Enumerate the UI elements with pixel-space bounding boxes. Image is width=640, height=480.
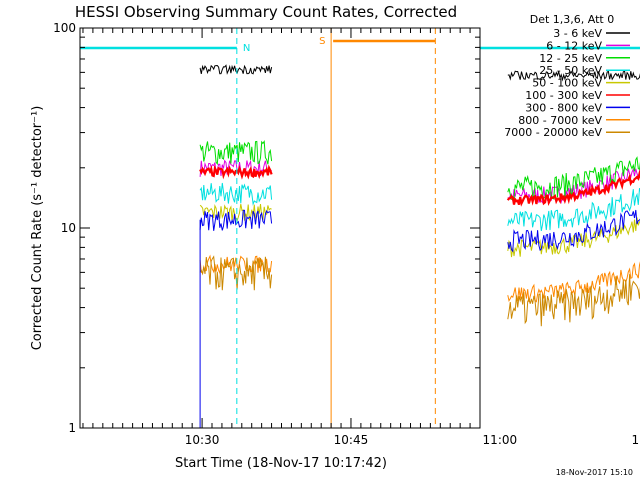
series-25-50-kev-segment-1 — [199, 182, 273, 206]
legend-entry-label: 100 - 300 keV — [525, 89, 602, 102]
series-3-6-kev-segment-2 — [507, 70, 640, 82]
series-12-25-kev — [199, 140, 640, 201]
data-layer — [199, 64, 640, 428]
y-tick-label: 100 — [53, 21, 76, 35]
legend-entry-label: 25 - 50 keV — [539, 64, 602, 77]
series-6-12-kev — [199, 159, 640, 205]
series-6-12-kev-segment-2 — [507, 164, 640, 205]
y-tick-label: 10 — [61, 221, 76, 235]
series-100-300-kev-segment-2 — [506, 169, 640, 207]
series-800-7000-kev-segment-2 — [507, 261, 640, 303]
legend-entry-label: 800 - 7000 keV — [518, 114, 602, 127]
x-axis-label: Start Time (18-Nov-17 10:17:42) — [175, 456, 387, 471]
legend-entry-label: 300 - 800 keV — [525, 101, 602, 114]
x-tick-label: 11:15 — [631, 433, 640, 447]
legend-entry-label: 12 - 25 keV — [539, 52, 602, 65]
series-300-800-kev — [199, 209, 640, 253]
series-100-300-kev — [199, 164, 640, 207]
chart-title: HESSI Observing Summary Count Rates, Cor… — [75, 3, 457, 21]
series-50-100-kev-segment-1 — [199, 203, 272, 223]
series-300-800-kev-segment-1 — [199, 209, 273, 231]
series-12-25-kev-segment-2 — [507, 156, 640, 201]
legend-header: Det 1,3,6, Att 0 — [530, 13, 614, 26]
night-flag-label: N — [243, 43, 250, 54]
legend-entry-label: 7000 - 20000 keV — [504, 126, 602, 139]
series-25-50-kev-segment-2 — [507, 187, 640, 231]
y-tick-label: 1 — [68, 421, 76, 435]
series-300-800-kev-segment-2 — [507, 209, 640, 253]
series-7000-20000-kev-segment-2 — [507, 274, 640, 327]
series-7000-20000-kev — [199, 255, 640, 327]
legend-entry-label: 50 - 100 keV — [532, 77, 602, 90]
series-3-6-kev-segment-1 — [199, 64, 273, 75]
series-7000-20000-kev-segment-1 — [199, 255, 273, 291]
series-12-25-kev-segment-1 — [199, 140, 273, 166]
legend-entry-label: 3 - 6 keV — [553, 27, 602, 40]
series-3-6-kev — [199, 64, 640, 82]
x-tick-label: 10:45 — [334, 433, 369, 447]
flag-layer: NS — [80, 28, 640, 428]
series-25-50-kev — [199, 182, 640, 231]
x-tick-label: 10:30 — [185, 433, 220, 447]
plot-frame — [79, 27, 481, 429]
series-100-300-kev-segment-1 — [199, 164, 273, 180]
series-50-100-kev — [199, 203, 640, 258]
series-50-100-kev-segment-2 — [507, 217, 640, 258]
x-tick-label: 11:00 — [483, 433, 518, 447]
saa-flag-label: S — [319, 36, 325, 47]
series-6-12-kev-segment-1 — [199, 159, 272, 177]
y-axis-label: Corrected Count Rate (s⁻¹ detector⁻¹) — [30, 106, 45, 351]
generation-timestamp: 18-Nov-2017 15:10 — [556, 468, 633, 477]
legend-entry-label: 6 - 12 keV — [546, 39, 602, 52]
